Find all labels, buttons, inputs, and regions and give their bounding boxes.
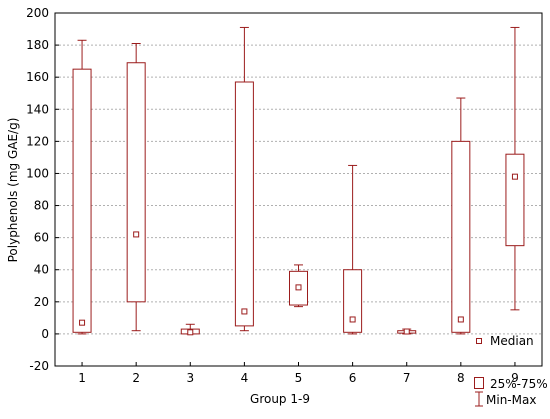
y-tick-label: 40 [34,263,49,277]
y-tick-label: 0 [41,327,49,341]
median-marker [349,316,356,323]
legend-median-label: Median [490,334,534,348]
box-group-7 [397,328,417,335]
x-tick-label: 2 [132,371,140,385]
y-tick-label: -20 [29,359,49,373]
y-axis-label: Polyphenols (mg GAE/g) [6,118,20,263]
legend-whisker-label: Min-Max [486,393,536,407]
median-marker [511,173,518,180]
legend-box-label: 25%-75% [490,377,548,391]
box-group-5 [289,264,308,308]
x-tick-label: 7 [403,371,411,385]
box-group-8 [451,97,471,335]
box-group-3 [180,323,200,336]
box-group-9 [505,26,525,311]
y-axis-ticks: -20 0 20 40 60 80 100 120 140 160 180 200 [26,6,59,373]
median-marker [79,319,86,326]
median-marker [187,329,194,336]
x-tick-label: 4 [241,371,249,385]
median-marker [457,316,464,323]
y-tick-label: 60 [34,231,49,245]
y-tick-label: 200 [26,6,49,20]
box-group-6 [343,164,363,335]
x-axis-label: Group 1-9 [250,392,310,406]
iqr-box [126,62,146,303]
legend-box-marker [474,377,484,389]
box-group-2 [126,42,146,332]
median-marker [133,231,140,238]
y-tick-label: 20 [34,295,49,309]
median-marker [403,328,410,335]
median-marker [295,284,302,291]
x-tick-label: 5 [295,371,303,385]
y-tick-label: 160 [26,70,49,84]
legend-median-marker [476,338,482,344]
x-tick-label: 6 [349,371,357,385]
legend: Median 25%-75% Min-Max [474,334,548,407]
x-axis-ticks: 1 2 3 4 5 6 7 8 9 [78,362,519,385]
y-tick-label: 100 [26,166,49,180]
y-tick-label: 120 [26,134,49,148]
iqr-box [505,153,525,247]
x-tick-label: 1 [78,371,86,385]
iqr-box [451,140,471,333]
y-tick-label: 80 [34,199,49,213]
median-marker [241,308,248,315]
box-group-1 [72,39,92,335]
iqr-box [343,269,363,333]
y-tick-label: 180 [26,38,49,52]
x-tick-label: 3 [186,371,194,385]
x-tick-label: 9 [511,371,519,385]
y-tick-label: 140 [26,102,49,116]
iqr-box [234,81,254,327]
box-series [72,26,525,336]
x-tick-label: 8 [457,371,465,385]
iqr-box [72,68,92,333]
box-group-4 [234,26,254,332]
